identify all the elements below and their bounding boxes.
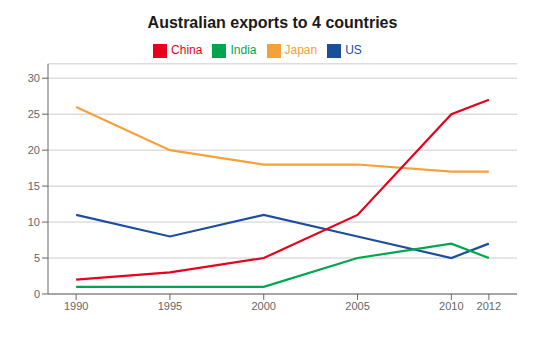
svg-text:0: 0	[34, 288, 40, 300]
svg-text:30: 30	[28, 72, 40, 84]
svg-text:25: 25	[28, 108, 40, 120]
svg-text:2010: 2010	[439, 300, 463, 312]
svg-text:5: 5	[34, 252, 40, 264]
svg-text:2012: 2012	[477, 300, 501, 312]
svg-text:2005: 2005	[345, 300, 369, 312]
svg-text:10: 10	[28, 216, 40, 228]
html-text:China: China	[171, 43, 203, 57]
html-text:Japan: Japan	[284, 43, 318, 57]
svg-text:20: 20	[28, 144, 40, 156]
svg-text:15: 15	[28, 180, 40, 192]
svg-text:1995: 1995	[158, 300, 182, 312]
svg-text:1990: 1990	[64, 300, 88, 312]
html-text:India: India	[230, 43, 257, 57]
html-text:US: US	[345, 43, 362, 57]
svg-text:2000: 2000	[251, 300, 275, 312]
html-text:Australian exports to 4 countr: Australian exports to 4 countries	[147, 14, 398, 31]
